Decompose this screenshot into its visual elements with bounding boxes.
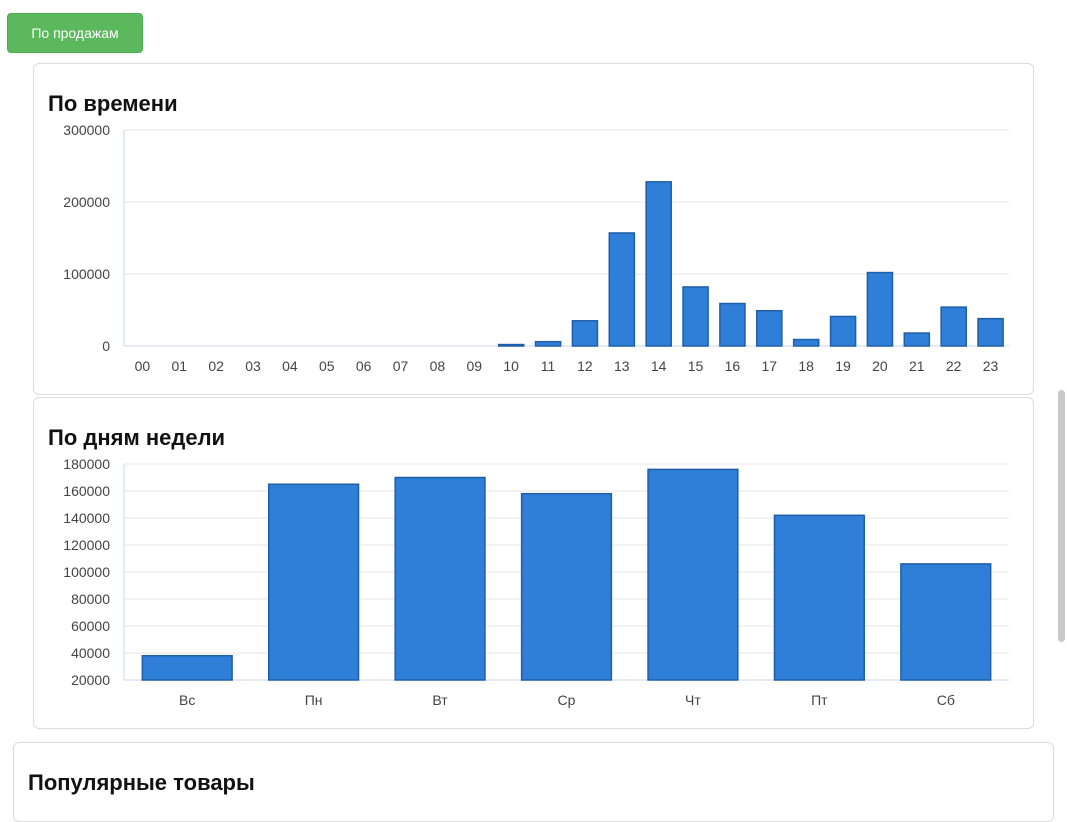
- bar-10[interactable]: [497, 343, 525, 347]
- x-tick-label: 07: [393, 358, 409, 374]
- y-tick-label: 300000: [63, 122, 110, 138]
- x-tick-label: 13: [614, 358, 630, 374]
- chart-card-by-weekday: По дням недели 20000 40000 60000 80000 10000…: [33, 397, 1034, 729]
- y-tick-label: 160000: [63, 483, 110, 499]
- x-tick-label: 16: [725, 358, 741, 374]
- bar-18[interactable]: [792, 338, 820, 347]
- x-tick-label: 20: [872, 358, 888, 374]
- x-tick-label: 03: [245, 358, 261, 374]
- bar-17[interactable]: [756, 309, 783, 347]
- x-tick-label: 18: [798, 358, 814, 374]
- chart-title-by-hour: По времени: [48, 91, 178, 116]
- y-tick-label: 20000: [71, 672, 110, 688]
- x-tick-label: 10: [503, 358, 519, 374]
- popular-products-card: Популярные товары: [13, 742, 1054, 822]
- y-tick-label: 100000: [63, 564, 110, 580]
- bar-Пт[interactable]: [773, 514, 865, 681]
- y-tick-label: 60000: [71, 618, 110, 634]
- x-tick-label: 17: [762, 358, 778, 374]
- bar-21[interactable]: [903, 332, 931, 347]
- x-tick-label: 22: [946, 358, 962, 374]
- x-tick-label: 23: [983, 358, 999, 374]
- bar-Ср[interactable]: [520, 492, 613, 681]
- page-scrollbar[interactable]: [1058, 390, 1065, 642]
- x-tick-label: 00: [135, 358, 151, 374]
- sales-button[interactable]: По продажам: [7, 13, 143, 53]
- x-tick-label: Пн: [305, 692, 323, 708]
- bar-23[interactable]: [977, 317, 1004, 347]
- hourly-bar-chart: 0 100000 200000 300000 00 01 02 03 04 05 06 07 08 09 1…: [63, 122, 1009, 374]
- x-tick-label: Вт: [432, 692, 448, 708]
- bar-15[interactable]: [682, 286, 709, 347]
- bar-Вт[interactable]: [394, 476, 486, 681]
- x-tick-label: 15: [688, 358, 704, 374]
- x-tick-label: 05: [319, 358, 335, 374]
- y-tick-label: 100000: [63, 266, 110, 282]
- y-tick-label: 40000: [71, 645, 110, 661]
- x-tick-label: 01: [172, 358, 188, 374]
- bar-Вс[interactable]: [141, 654, 233, 681]
- x-tick-label: Пт: [811, 692, 828, 708]
- x-tick-label: 14: [651, 358, 667, 374]
- bar-11[interactable]: [534, 340, 562, 347]
- bar-14[interactable]: [645, 181, 672, 347]
- x-tick-label: 21: [909, 358, 925, 374]
- x-tick-label: 08: [430, 358, 446, 374]
- bar-13[interactable]: [608, 232, 636, 347]
- y-tick-label: 120000: [63, 537, 110, 553]
- x-tick-label: Ср: [558, 692, 576, 708]
- bar-22[interactable]: [940, 306, 967, 347]
- bar-12[interactable]: [571, 320, 599, 347]
- weekday-bar-chart: 20000 40000 60000 80000 100000 120000 140000 16…: [63, 456, 1009, 708]
- chart-title-by-weekday: По дням недели: [48, 425, 226, 450]
- chart-card-by-hour: По времени 0 100000 200000 300000 00 01 02 03 04…: [33, 63, 1034, 395]
- y-tick-label: 180000: [63, 456, 110, 472]
- x-tick-label: Чт: [685, 692, 701, 708]
- bar-Чт[interactable]: [647, 468, 739, 681]
- bar-20[interactable]: [866, 271, 894, 347]
- x-tick-label: Сб: [937, 692, 955, 708]
- y-tick-label: 200000: [63, 194, 110, 210]
- x-tick-label: 19: [835, 358, 851, 374]
- x-tick-label: 11: [541, 358, 556, 374]
- x-tick-label: 04: [282, 358, 298, 374]
- popular-products-title: Популярные товары: [28, 770, 255, 795]
- bar-Пн[interactable]: [268, 483, 360, 681]
- bar-Сб[interactable]: [900, 563, 992, 681]
- x-tick-label: 02: [208, 358, 224, 374]
- x-tick-label: 12: [577, 358, 593, 374]
- x-tick-label: 09: [467, 358, 483, 374]
- x-tick-label: 06: [356, 358, 372, 374]
- bar-16[interactable]: [719, 302, 746, 347]
- y-tick-label: 140000: [63, 510, 110, 526]
- y-tick-label: 80000: [71, 591, 110, 607]
- x-tick-label: Вс: [179, 692, 195, 708]
- y-tick-label: 0: [102, 338, 110, 354]
- bar-19[interactable]: [829, 315, 857, 347]
